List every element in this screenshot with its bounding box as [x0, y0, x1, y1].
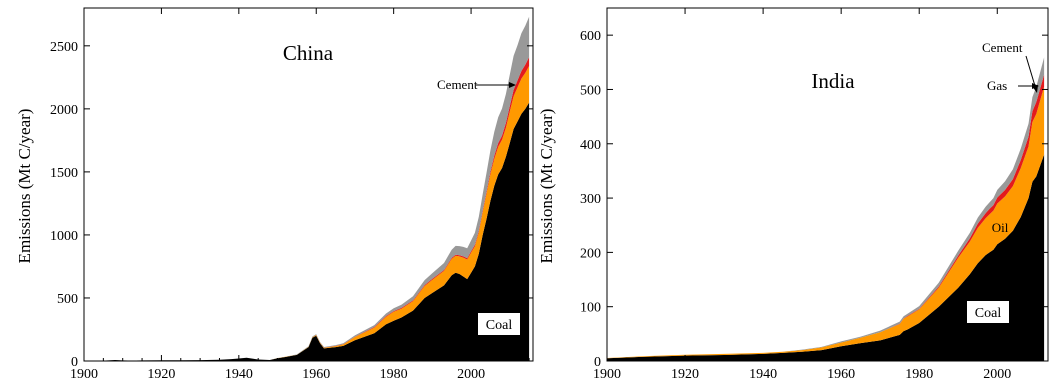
india-coal-label: Coal — [975, 306, 1002, 321]
india-x-tick-label: 1960 — [827, 367, 855, 382]
india-gas-arrowhead — [1032, 83, 1039, 89]
china-x-tick-label: 1920 — [147, 367, 175, 382]
india-y-tick-label: 200 — [580, 246, 601, 261]
china-area-series — [84, 16, 530, 361]
china-y-tick-label: 0 — [71, 355, 78, 370]
china-coal-label: Coal — [486, 318, 513, 333]
india-area-coal — [607, 154, 1045, 361]
china-x-tick-label: 1900 — [70, 367, 98, 382]
china-y-tick-label: 500 — [57, 292, 78, 307]
india-chart: Emissions (Mt C/year) 1900 1920 1940 1960 19… — [537, 7, 1049, 382]
india-gas-label: Gas — [987, 78, 1007, 93]
china-y-tick-label: 1000 — [50, 229, 78, 244]
india-y-tick-label: 100 — [580, 301, 601, 316]
china-y-tick-label: 2000 — [50, 103, 78, 118]
china-coal-label-box — [478, 313, 520, 335]
china-cement-label: Cement — [437, 77, 478, 92]
china-oil-label: Oil — [452, 286, 469, 301]
india-x-tick-label: 1900 — [593, 367, 621, 382]
india-y-tick-label: 600 — [580, 29, 601, 44]
china-plot-frame — [83, 7, 534, 362]
india-x-tick-label: 1940 — [749, 367, 777, 382]
india-cement-arrow — [1025, 55, 1036, 87]
india-cement-label: Cement — [982, 40, 1023, 55]
india-coal-label-box — [967, 301, 1009, 323]
india-y-tick-label: 0 — [594, 355, 601, 370]
india-axis-ticks: 1900 1920 1940 1960 1980 2000 0 100 200 300 400 500… — [580, 8, 1048, 382]
china-x-tick-label: 2000 — [457, 367, 485, 382]
india-plot-frame — [606, 7, 1049, 362]
china-x-tick-label: 1940 — [225, 367, 253, 382]
china-title: China — [283, 41, 334, 65]
india-oil-label: Oil — [992, 220, 1009, 235]
china-axis-ticks: 1900 1920 1940 1960 1980 2000 0 500 1000 1500 2000… — [50, 8, 533, 382]
china-y-tick-label: 1500 — [50, 166, 78, 181]
india-title: India — [811, 69, 855, 93]
india-area-series — [607, 57, 1045, 361]
china-chart: Emissions (Mt C/year) 1900 1920 1940 1960 19… — [15, 7, 534, 382]
india-y-tick-label: 500 — [580, 83, 601, 98]
china-y-tick-label: 2500 — [50, 40, 78, 55]
china-area-coal — [84, 102, 530, 361]
india-y-tick-label: 400 — [580, 138, 601, 153]
india-x-tick-label: 2000 — [983, 367, 1011, 382]
china-x-tick-label: 1960 — [302, 367, 330, 382]
india-x-tick-label: 1920 — [671, 367, 699, 382]
india-x-tick-label: 1980 — [905, 367, 933, 382]
china-cement-arrowhead — [509, 82, 516, 88]
india-y-tick-label: 300 — [580, 192, 601, 207]
china-x-tick-label: 1980 — [380, 367, 408, 382]
china-y-axis-label: Emissions (Mt C/year) — [15, 109, 34, 264]
india-y-axis-label: Emissions (Mt C/year) — [537, 109, 556, 264]
